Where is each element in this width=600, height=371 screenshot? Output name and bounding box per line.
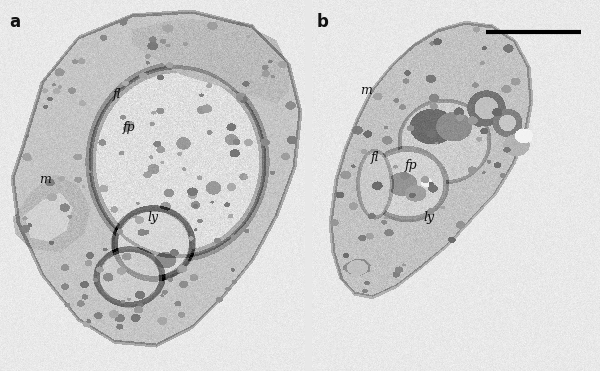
Text: fl: fl <box>371 151 379 164</box>
Text: b: b <box>317 13 329 31</box>
Text: fp: fp <box>404 158 418 172</box>
Text: ly: ly <box>148 210 158 224</box>
Text: m: m <box>360 84 372 98</box>
Text: fl: fl <box>113 88 121 101</box>
Text: m: m <box>39 173 51 187</box>
Text: a: a <box>9 13 20 31</box>
Text: fp: fp <box>122 121 136 135</box>
Text: ly: ly <box>424 210 434 224</box>
